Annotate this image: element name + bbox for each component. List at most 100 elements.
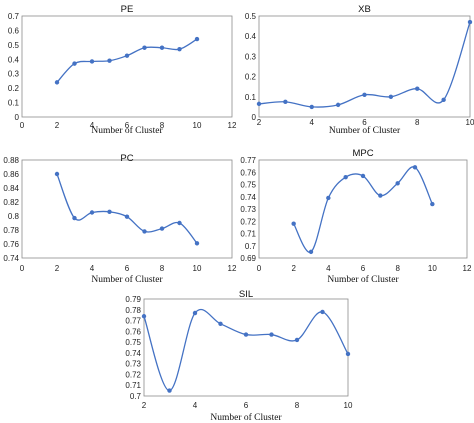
x-tick-label: 10 xyxy=(344,401,353,410)
plot-area-xb xyxy=(258,15,471,118)
y-tick-label: 0.4 xyxy=(245,32,257,41)
data-point xyxy=(320,309,325,315)
data-point xyxy=(412,165,418,170)
data-point xyxy=(177,46,182,52)
x-tick-label: 4 xyxy=(90,264,95,273)
y-tick-label: 0.72 xyxy=(125,370,141,379)
x-tick-label: 8 xyxy=(295,401,300,410)
chart-sil: SIL 0.7 0.71 0.720.73 0.74 0.75 0.760.77 0.78 0.… xyxy=(125,289,353,423)
y-tick-label: 0.7 xyxy=(130,392,142,401)
x-axis-title-xb: Number of Cluster xyxy=(329,125,401,136)
x-tick-label: 12 xyxy=(228,264,237,273)
series-line-sil xyxy=(143,308,349,392)
x-tick-label: 0 xyxy=(257,264,262,273)
data-point xyxy=(269,332,274,337)
data-point xyxy=(430,201,435,207)
data-point xyxy=(142,45,147,50)
data-point xyxy=(308,249,314,255)
data-point xyxy=(326,195,331,201)
data-point xyxy=(141,314,147,319)
data-point xyxy=(194,36,200,42)
data-point xyxy=(441,97,446,103)
data-point xyxy=(256,101,262,107)
data-point xyxy=(107,58,112,63)
chart-title-pc: PC xyxy=(120,153,133,164)
x-tick-label: 6 xyxy=(125,121,130,130)
data-point xyxy=(388,94,394,100)
y-tick-label: 0.74 xyxy=(3,254,19,263)
plot-area-pe xyxy=(21,15,233,118)
y-tick-label: 0.73 xyxy=(125,360,141,369)
x-tick-label: 4 xyxy=(193,401,198,410)
x-tick-label: 10 xyxy=(428,264,437,273)
x-tick-label: 4 xyxy=(326,264,331,273)
y-tick-label: 0.72 xyxy=(240,217,256,226)
y-tick-label: 0.1 xyxy=(245,93,257,102)
data-point xyxy=(378,193,383,198)
data-point xyxy=(124,214,130,219)
chart-title-sil: SIL xyxy=(239,289,253,300)
x-tick-label: 2 xyxy=(257,118,262,127)
y-tick-label: 0 xyxy=(15,113,20,122)
y-tick-label: 0.76 xyxy=(125,327,141,336)
y-tick-label: 0.79 xyxy=(125,295,141,304)
data-point xyxy=(159,226,165,231)
data-point xyxy=(167,388,172,393)
x-tick-label: 6 xyxy=(362,118,367,127)
chart-mpc: MPC 0.69 0.7 0.71 0.72 0.73 0.74 0.75 0.76 0.77 0 2… xyxy=(240,148,472,285)
x-tick-label: 2 xyxy=(55,121,60,130)
x-tick-label: 0 xyxy=(20,121,25,130)
data-point xyxy=(159,45,165,50)
x-axis-title-pe: Number of Cluster xyxy=(91,125,163,136)
chart-pc: PC 0.74 0.76 0.78 0.8 0.82 0.84 0.86 0.88 0 2 4 6 8 10… xyxy=(3,153,237,285)
y-tick-label: 0.82 xyxy=(3,198,19,207)
y-tick-label: 0.74 xyxy=(125,349,141,358)
x-axis-title-sil: Number of Cluster xyxy=(210,412,282,423)
data-point xyxy=(72,215,77,221)
plot-area-sil xyxy=(143,298,349,397)
chart-pe: PE 0 0.1 0.2 0.3 0.4 0.5 0.6 0.7 0 2 4 6 8 10 12 Number … xyxy=(8,4,237,136)
y-tick-label: 0.7 xyxy=(8,12,20,21)
y-tick-label: 0.77 xyxy=(240,156,256,165)
data-point xyxy=(142,229,147,234)
data-point xyxy=(362,92,367,97)
data-point xyxy=(107,209,112,214)
x-tick-label: 10 xyxy=(466,118,474,127)
x-tick-label: 2 xyxy=(142,401,147,410)
x-tick-label: 6 xyxy=(244,401,249,410)
y-tick-label: 0.6 xyxy=(8,26,20,35)
x-tick-label: 2 xyxy=(55,264,60,273)
data-point xyxy=(343,174,348,180)
data-point xyxy=(192,310,198,316)
data-point xyxy=(360,173,366,179)
data-point xyxy=(395,181,400,186)
x-tick-label: 12 xyxy=(228,121,237,130)
x-tick-label: 6 xyxy=(125,264,130,273)
y-tick-label: 0.74 xyxy=(240,193,256,202)
y-tick-label: 0.78 xyxy=(125,306,141,315)
y-tick-label: 0.3 xyxy=(8,70,20,79)
x-tick-label: 8 xyxy=(160,121,165,130)
data-point xyxy=(415,86,420,91)
data-point xyxy=(89,210,95,215)
data-point xyxy=(177,220,182,226)
y-tick-label: 0.1 xyxy=(8,99,20,108)
y-tick-label: 0.5 xyxy=(8,41,20,50)
y-tick-label: 0.86 xyxy=(3,170,19,179)
x-tick-label: 12 xyxy=(463,264,472,273)
data-point xyxy=(243,332,249,337)
x-tick-label: 8 xyxy=(160,264,165,273)
data-point xyxy=(283,99,288,105)
y-tick-label: 0.84 xyxy=(3,184,19,193)
data-point xyxy=(345,351,351,357)
x-tick-label: 10 xyxy=(193,121,202,130)
y-tick-label: 0.7 xyxy=(245,242,257,251)
data-point xyxy=(218,321,223,326)
x-axis-title-mpc: Number of Cluster xyxy=(327,274,399,285)
y-tick-label: 0.88 xyxy=(3,156,19,165)
data-point xyxy=(309,104,314,110)
y-tick-label: 0.75 xyxy=(240,181,256,190)
y-tick-label: 0.75 xyxy=(125,338,141,347)
y-tick-label: 0.71 xyxy=(240,230,256,239)
data-point xyxy=(54,171,60,177)
